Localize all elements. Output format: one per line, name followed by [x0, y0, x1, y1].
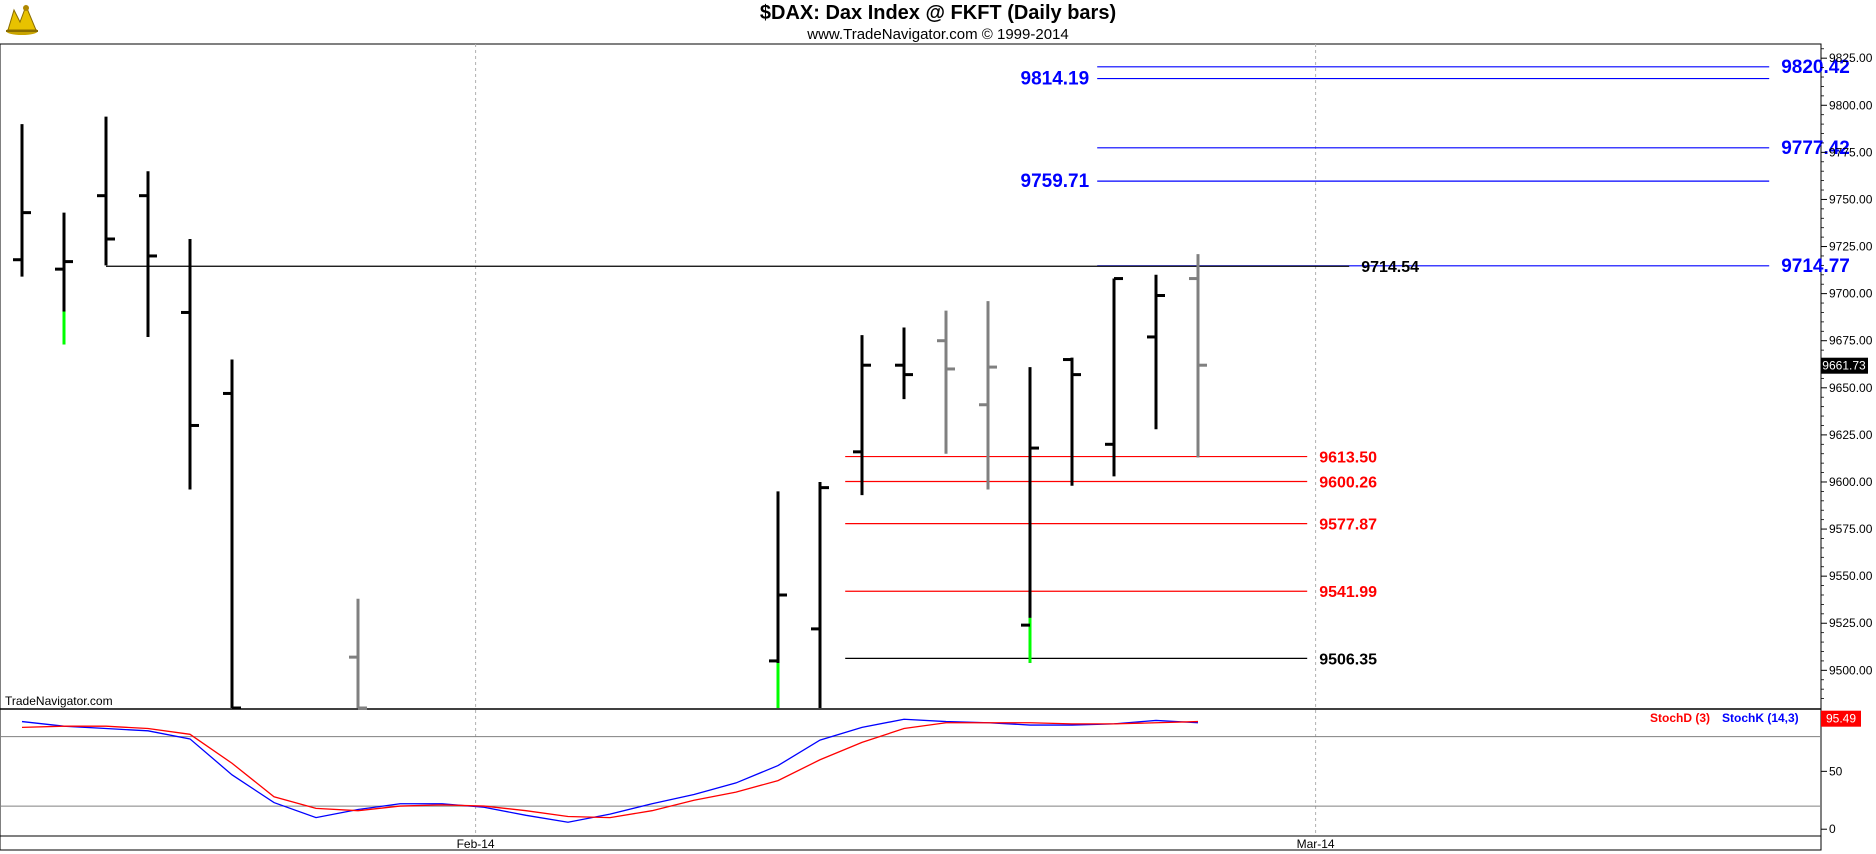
ohlc-bar — [1147, 274, 1165, 430]
level-label: 9759.71 — [1021, 171, 1090, 192]
price-tick-label: 9675.00 — [1829, 334, 1873, 348]
price-tick-label: 9525.00 — [1829, 616, 1873, 630]
level-label: 9814.19 — [1021, 69, 1090, 90]
price-tick-label: 9775.00 — [1829, 145, 1873, 159]
stoch-tick-label: 50 — [1829, 764, 1843, 778]
price-tick-label: 9725.00 — [1829, 240, 1873, 254]
price-tick-label: 9825.00 — [1829, 51, 1873, 65]
stoch-last-badge — [1821, 710, 1861, 727]
ohlc-bar — [979, 301, 997, 490]
price-tick-label: 9600.00 — [1829, 475, 1873, 489]
level-label: 9577.87 — [1319, 517, 1377, 534]
price-tick-label: 9750.00 — [1829, 192, 1873, 206]
ohlc-bar — [1063, 357, 1081, 486]
level-label: 9613.50 — [1319, 450, 1377, 467]
ohlc-bar — [223, 359, 241, 710]
ohlc-bar — [769, 491, 787, 708]
level-label: 9714.77 — [1781, 256, 1850, 277]
watermark: TradeNavigator.com — [5, 694, 113, 708]
ohlc-bar — [1105, 277, 1123, 477]
chart-title: $DAX: Dax Index @ FKFT (Daily bars) — [759, 2, 1117, 24]
ohlc-bar — [1021, 367, 1039, 663]
stoch-d-legend: StochD (3) — [1650, 711, 1710, 725]
price-tick-label: 9625.00 — [1829, 428, 1873, 442]
last-price-badge — [1821, 357, 1868, 374]
plot-frame — [0, 43, 1822, 851]
ohlc-bar — [811, 481, 829, 708]
ohlc-bar — [1189, 254, 1207, 458]
price-tick-label: 9550.00 — [1829, 569, 1873, 583]
x-tick-label: Feb-14 — [457, 837, 495, 851]
level-label: 9541.99 — [1319, 584, 1377, 601]
ohlc-bar — [13, 124, 31, 277]
stoch-last-label: 95.49 — [1826, 712, 1856, 726]
stoch-k-line — [21, 718, 1199, 823]
stoch-d-line — [21, 720, 1199, 819]
x-tick-label: Mar-14 — [1297, 837, 1335, 851]
price-tick-label: 9500.00 — [1829, 663, 1873, 677]
ohlc-bar — [139, 171, 157, 337]
stoch-tick-label: 0 — [1829, 822, 1836, 836]
level-label: 9506.35 — [1319, 651, 1377, 668]
price-tick-label: 9650.00 — [1829, 381, 1873, 395]
level-label: 9777.42 — [1781, 138, 1850, 159]
level-label: 9600.26 — [1319, 474, 1377, 491]
level-label: 9820.42 — [1781, 57, 1850, 78]
ohlc-bar — [853, 335, 871, 496]
price-tick-label: 9700.00 — [1829, 287, 1873, 301]
level-label: 9714.54 — [1361, 259, 1419, 276]
ohlc-bar — [181, 239, 199, 490]
last-price-label: 9661.73 — [1822, 359, 1866, 373]
tradenavigator-logo-icon — [6, 4, 38, 35]
ohlc-bar — [895, 327, 913, 400]
ohlc-bar — [937, 310, 955, 454]
price-tick-label: 9575.00 — [1829, 522, 1873, 536]
price-tick-label: 9800.00 — [1829, 98, 1873, 112]
ohlc-bar — [55, 212, 73, 345]
ohlc-bar — [97, 116, 115, 266]
ohlc-bar — [349, 598, 367, 710]
stoch-k-legend: StochK (14,3) — [1722, 711, 1799, 725]
chart-subtitle: www.TradeNavigator.com © 1999-2014 — [807, 26, 1069, 43]
